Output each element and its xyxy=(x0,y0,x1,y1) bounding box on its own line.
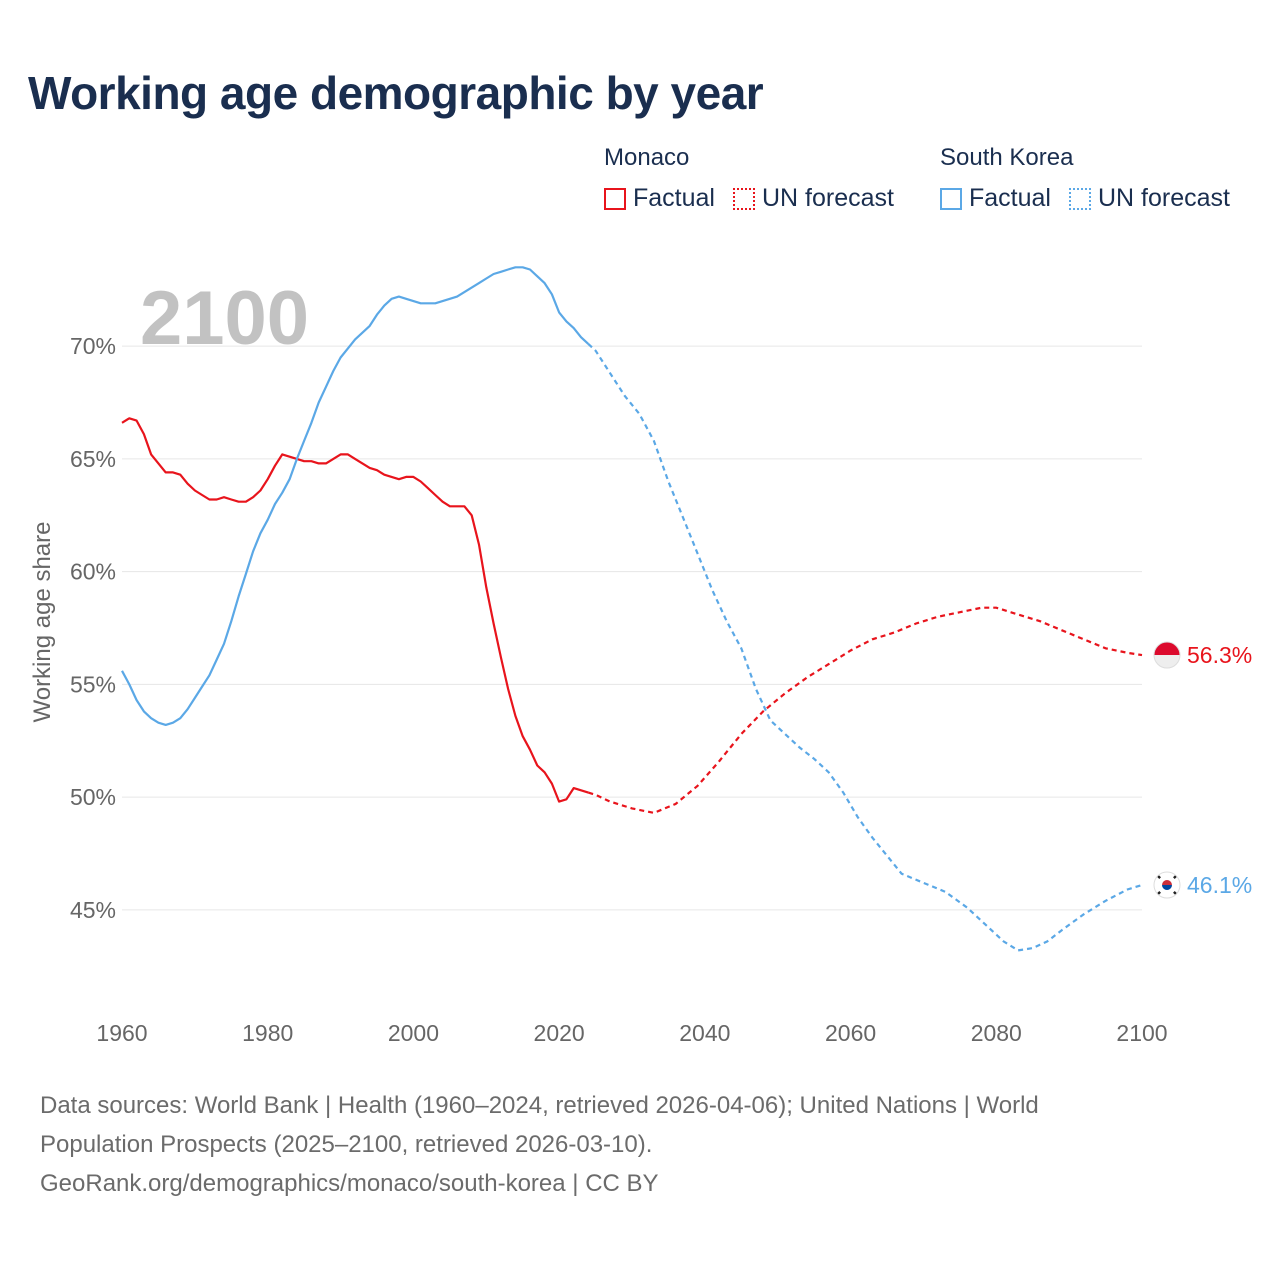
year-watermark: 2100 xyxy=(140,276,309,361)
chart-title: Working age demographic by year xyxy=(28,67,764,119)
legend-country-south-korea: South Korea xyxy=(940,144,1074,171)
x-tick-label: 2060 xyxy=(825,1020,876,1046)
monaco-flag-icon xyxy=(1153,641,1181,669)
legend-solid-swatch xyxy=(940,187,962,210)
series-lines xyxy=(121,266,1143,952)
sources-link[interactable]: GeoRank.org/demographics/monaco/south-ko… xyxy=(40,1170,659,1197)
gridlines xyxy=(122,345,1142,911)
legend-south-korea[interactable]: South Korea Factual UN forecast xyxy=(940,144,1248,213)
sources-line-2: Population Prospects (2025–2100, retriev… xyxy=(40,1131,653,1158)
legend-label: Factual xyxy=(969,184,1051,212)
legend-monaco-forecast[interactable]: UN forecast xyxy=(732,184,894,213)
y-axis-label: Working age share xyxy=(29,522,56,723)
monaco-factual-line xyxy=(121,417,589,803)
flag-outline xyxy=(1153,871,1181,899)
monaco-end-label: 56.3% xyxy=(1187,642,1252,668)
flag-bottom-band xyxy=(1154,655,1180,669)
flag-outline xyxy=(1153,641,1181,669)
flag-body xyxy=(1154,642,1180,669)
monaco-forecast-line xyxy=(587,606,1143,815)
legend-label: UN forecast xyxy=(1097,184,1230,212)
line-chart: 2100 45% 50% 55% 60% 65% 70% 1960 1980 2000 2020… xyxy=(29,266,1252,1046)
flag-top-band xyxy=(1154,642,1180,656)
x-axis-ticks: 1960 1980 2000 2020 2040 2060 2080 2100 xyxy=(96,1020,1167,1046)
end-markers: 56.3% 46.1% xyxy=(1153,641,1252,899)
x-tick-label: 2080 xyxy=(971,1020,1022,1046)
legend-country-monaco: Monaco xyxy=(604,144,690,171)
legend-label: UN forecast xyxy=(761,184,894,212)
x-tick-label: 2020 xyxy=(534,1020,585,1046)
x-tick-label: 1960 xyxy=(96,1020,147,1046)
y-tick-label: 60% xyxy=(70,559,116,585)
flag-body xyxy=(1154,872,1180,899)
legend-label: Factual xyxy=(633,184,715,212)
x-tick-label: 2000 xyxy=(388,1020,439,1046)
flag-taegeuk-top xyxy=(1162,880,1172,886)
south-korea-flag-icon xyxy=(1153,871,1181,899)
legend-dotted-swatch xyxy=(732,187,755,210)
flag-taegeuk-bottom xyxy=(1162,885,1172,891)
legend-south-korea-forecast[interactable]: UN forecast xyxy=(1068,184,1230,213)
data-sources: Data sources: World Bank | Health (1960–… xyxy=(40,1086,1240,1203)
y-tick-label: 50% xyxy=(70,784,116,810)
x-tick-label: 1980 xyxy=(242,1020,293,1046)
south-korea-end-label: 46.1% xyxy=(1187,872,1252,898)
x-tick-label: 2040 xyxy=(679,1020,730,1046)
legend-solid-swatch xyxy=(604,187,626,210)
south-korea-forecast-line xyxy=(587,343,1143,952)
y-tick-label: 70% xyxy=(70,333,116,359)
y-axis-ticks: 45% 50% 55% 60% 65% 70% xyxy=(70,333,116,923)
legend-south-korea-factual[interactable]: Factual xyxy=(940,184,1051,213)
legend-monaco[interactable]: Monaco Factual UN forecast xyxy=(604,144,912,213)
x-tick-label: 2100 xyxy=(1116,1020,1167,1046)
y-tick-label: 55% xyxy=(70,671,116,697)
south-korea-factual-line xyxy=(121,266,590,726)
legend-monaco-factual[interactable]: Factual xyxy=(604,184,715,213)
sources-line-1: Data sources: World Bank | Health (1960–… xyxy=(40,1092,1039,1119)
legend-dotted-swatch xyxy=(1068,187,1091,210)
y-tick-label: 65% xyxy=(70,446,116,472)
y-tick-label: 45% xyxy=(70,897,116,923)
